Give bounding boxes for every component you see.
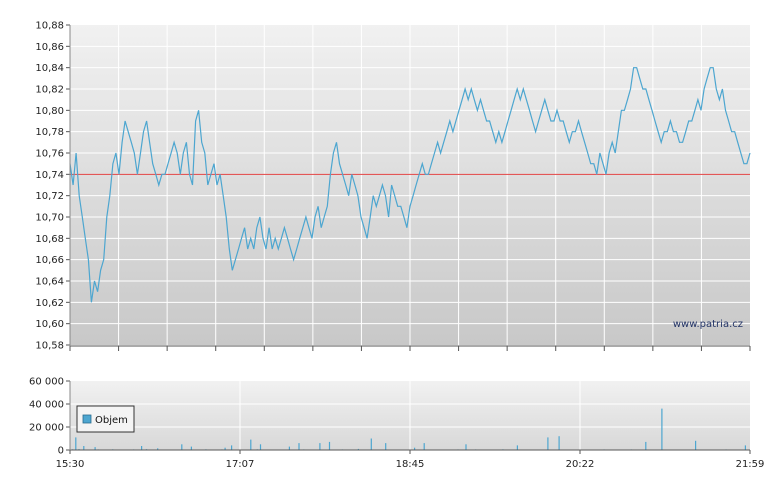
volume-y-tick-label: 0 xyxy=(58,446,64,457)
volume-bar xyxy=(231,445,233,450)
price-y-tick-label: 10,82 xyxy=(35,85,64,96)
price-y-tick-label: 10,64 xyxy=(35,277,64,288)
volume-bar xyxy=(157,448,159,450)
x-tick-label: 20:22 xyxy=(566,459,595,470)
volume-bar xyxy=(385,443,387,450)
x-tick-label: 18:45 xyxy=(396,459,425,470)
price-y-tick-label: 10,88 xyxy=(35,21,64,32)
volume-bar xyxy=(516,445,518,450)
volume-bar xyxy=(423,443,425,450)
volume-bar xyxy=(181,444,183,451)
price-y-tick-label: 10,80 xyxy=(35,106,64,117)
volume-bar xyxy=(319,443,321,450)
price-y-tick-label: 10,76 xyxy=(35,149,64,160)
volume-panel: 0 20 000 40 000 60 000 15:30 17:07 18:45 20:22… xyxy=(29,377,764,471)
price-y-tick-label: 10,62 xyxy=(35,298,64,309)
price-y-tick-label: 10,58 xyxy=(35,341,64,352)
volume-bar xyxy=(370,438,372,450)
volume-bar xyxy=(298,443,300,450)
watermark: www.patria.cz xyxy=(673,319,743,330)
price-y-tick-label: 10,60 xyxy=(35,319,64,330)
x-tick-label: 15:30 xyxy=(56,459,85,470)
volume-bar xyxy=(75,437,77,450)
volume-bar xyxy=(558,436,560,450)
volume-bar xyxy=(744,445,746,450)
x-tick-label: 21:59 xyxy=(736,459,765,470)
price-panel: 10,58 10,60 10,62 10,64 10,66 10,68 10,70 10,72… xyxy=(35,21,751,352)
volume-bar xyxy=(645,441,647,450)
volume-bar xyxy=(224,447,226,450)
price-y-tick-label: 10,74 xyxy=(35,170,64,181)
volume-x-axis: 15:30 17:07 18:45 20:22 21:59 xyxy=(56,450,765,470)
volume-bar xyxy=(547,437,549,450)
volume-y-tick-label: 20 000 xyxy=(29,423,64,434)
legend-swatch xyxy=(82,414,92,424)
volume-y-tick-label: 60 000 xyxy=(29,377,64,388)
volume-bar xyxy=(465,444,467,451)
price-y-tick-label: 10,66 xyxy=(35,255,64,266)
volume-bar xyxy=(83,446,85,450)
volume-y-tick-label: 40 000 xyxy=(29,400,64,411)
price-line xyxy=(69,67,751,303)
volume-bar xyxy=(661,408,663,450)
legend-label: Objem xyxy=(95,415,128,426)
price-y-tick-label: 10,70 xyxy=(35,213,64,224)
x-tick-label: 17:07 xyxy=(226,459,255,470)
volume-bar xyxy=(695,440,697,450)
price-y-axis: 10,58 10,60 10,62 10,64 10,66 10,68 10,70 10,72… xyxy=(35,21,70,352)
volume-bar xyxy=(414,447,416,450)
volume-bar xyxy=(190,446,192,450)
volume-bar xyxy=(328,441,331,450)
price-y-tick-label: 10,84 xyxy=(35,63,64,74)
volume-bar xyxy=(357,448,359,450)
volume-bar xyxy=(94,447,96,450)
volume-grid xyxy=(70,381,750,450)
volume-bar xyxy=(288,446,290,450)
volume-bar xyxy=(250,439,252,450)
price-y-tick-label: 10,78 xyxy=(35,127,64,138)
volume-legend: Objem xyxy=(76,405,135,433)
price-y-tick-label: 10,72 xyxy=(35,191,64,202)
price-x-ticks xyxy=(69,346,751,351)
price-y-tick-label: 10,86 xyxy=(35,42,64,53)
volume-bar xyxy=(141,446,143,450)
price-y-tick-label: 10,68 xyxy=(35,234,64,245)
volume-bar xyxy=(259,444,262,451)
volume-y-axis: 0 20 000 40 000 60 000 xyxy=(29,377,70,457)
